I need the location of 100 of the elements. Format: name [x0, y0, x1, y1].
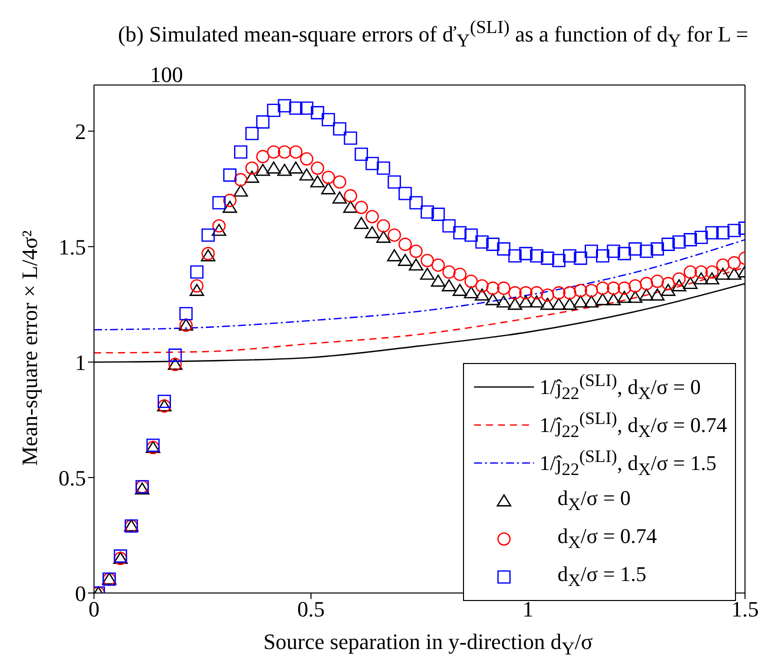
point: [475, 279, 489, 293]
point: [628, 279, 642, 293]
point: [530, 249, 544, 263]
point: [420, 254, 434, 268]
point: [694, 265, 708, 279]
x-axis-title: Source separation in y-direction d$_{Y}$/σ: [262, 628, 594, 659]
point: [244, 170, 260, 183]
point: [366, 156, 379, 170]
point: [716, 268, 730, 280]
point: [278, 99, 292, 112]
legend-label: d$_{X}$/σ = 1.5: [556, 562, 646, 592]
point: [474, 288, 490, 301]
point: [453, 226, 467, 240]
point: [475, 235, 489, 249]
legend-label: 1/ĵ$_{22}$$^{(SLI)}$, d$_{X}$/σ = 1.5: [540, 446, 716, 480]
point: [277, 164, 292, 176]
point: [684, 265, 697, 279]
point: [486, 238, 500, 251]
point: [366, 210, 379, 224]
chart-title: (b) Simulated mean-square errors of ď$_{Y}$$^{(SLI)}$ as a function of d$_{Y}$ for L = 100: [118, 17, 748, 87]
point: [684, 233, 697, 246]
point: [376, 230, 391, 243]
point: [332, 122, 346, 136]
point: [562, 298, 577, 310]
point: [508, 249, 522, 263]
point: [496, 295, 511, 308]
point: [519, 246, 532, 260]
point: [584, 244, 598, 258]
point: [596, 249, 610, 263]
point: [453, 268, 467, 281]
point: [398, 238, 412, 251]
point: [704, 272, 720, 284]
point: [529, 295, 544, 308]
point: [364, 226, 380, 238]
point: [267, 145, 280, 159]
point: [486, 282, 500, 295]
point: [322, 112, 336, 126]
point: [234, 173, 248, 186]
point: [628, 290, 642, 303]
point: [672, 272, 686, 286]
point: [662, 238, 675, 251]
point: [430, 274, 446, 287]
point: [376, 161, 390, 175]
point: [530, 286, 544, 300]
point: [650, 274, 664, 288]
legend-label: d$_{X}$/σ = 0: [556, 486, 631, 516]
point: [420, 268, 435, 280]
point: [464, 274, 478, 288]
point: [683, 276, 698, 290]
point: [694, 230, 708, 244]
point: [266, 161, 281, 174]
point: [322, 170, 336, 184]
point: [354, 216, 369, 229]
point: [387, 249, 402, 262]
point: [640, 244, 654, 258]
point: [726, 268, 742, 280]
point: [574, 252, 588, 265]
point: [464, 286, 478, 298]
point: [442, 279, 456, 292]
point: [168, 348, 182, 362]
point: [497, 282, 510, 295]
point: [552, 254, 566, 268]
point: [388, 228, 401, 242]
point: [464, 228, 478, 242]
point: [573, 295, 588, 308]
point: [716, 258, 730, 272]
point: [409, 244, 423, 258]
point: [705, 265, 719, 279]
point: [256, 164, 270, 176]
point: [519, 286, 532, 300]
point: [595, 293, 610, 306]
point: [584, 295, 599, 308]
point: [618, 246, 631, 260]
point: [158, 394, 171, 408]
point: [618, 282, 631, 295]
point: [432, 258, 445, 272]
y-tick-label: 2: [75, 118, 86, 144]
x-tick-label: 0.5: [297, 596, 325, 622]
point: [508, 298, 522, 310]
y-tick-label: 0.5: [58, 465, 86, 490]
line-series: [94, 239, 745, 330]
point: [639, 288, 654, 301]
point: [486, 293, 500, 306]
point: [552, 286, 566, 300]
point: [299, 168, 314, 181]
point: [442, 219, 456, 233]
point: [343, 200, 358, 213]
point: [310, 175, 325, 188]
point: [540, 252, 554, 265]
point: [201, 228, 215, 242]
point: [628, 242, 642, 256]
point: [233, 184, 248, 197]
point: [606, 282, 620, 295]
point: [540, 288, 554, 302]
point: [617, 290, 632, 303]
point: [332, 191, 347, 204]
point: [256, 115, 270, 129]
point: [354, 200, 368, 214]
point: [398, 254, 412, 266]
point: [332, 175, 346, 189]
